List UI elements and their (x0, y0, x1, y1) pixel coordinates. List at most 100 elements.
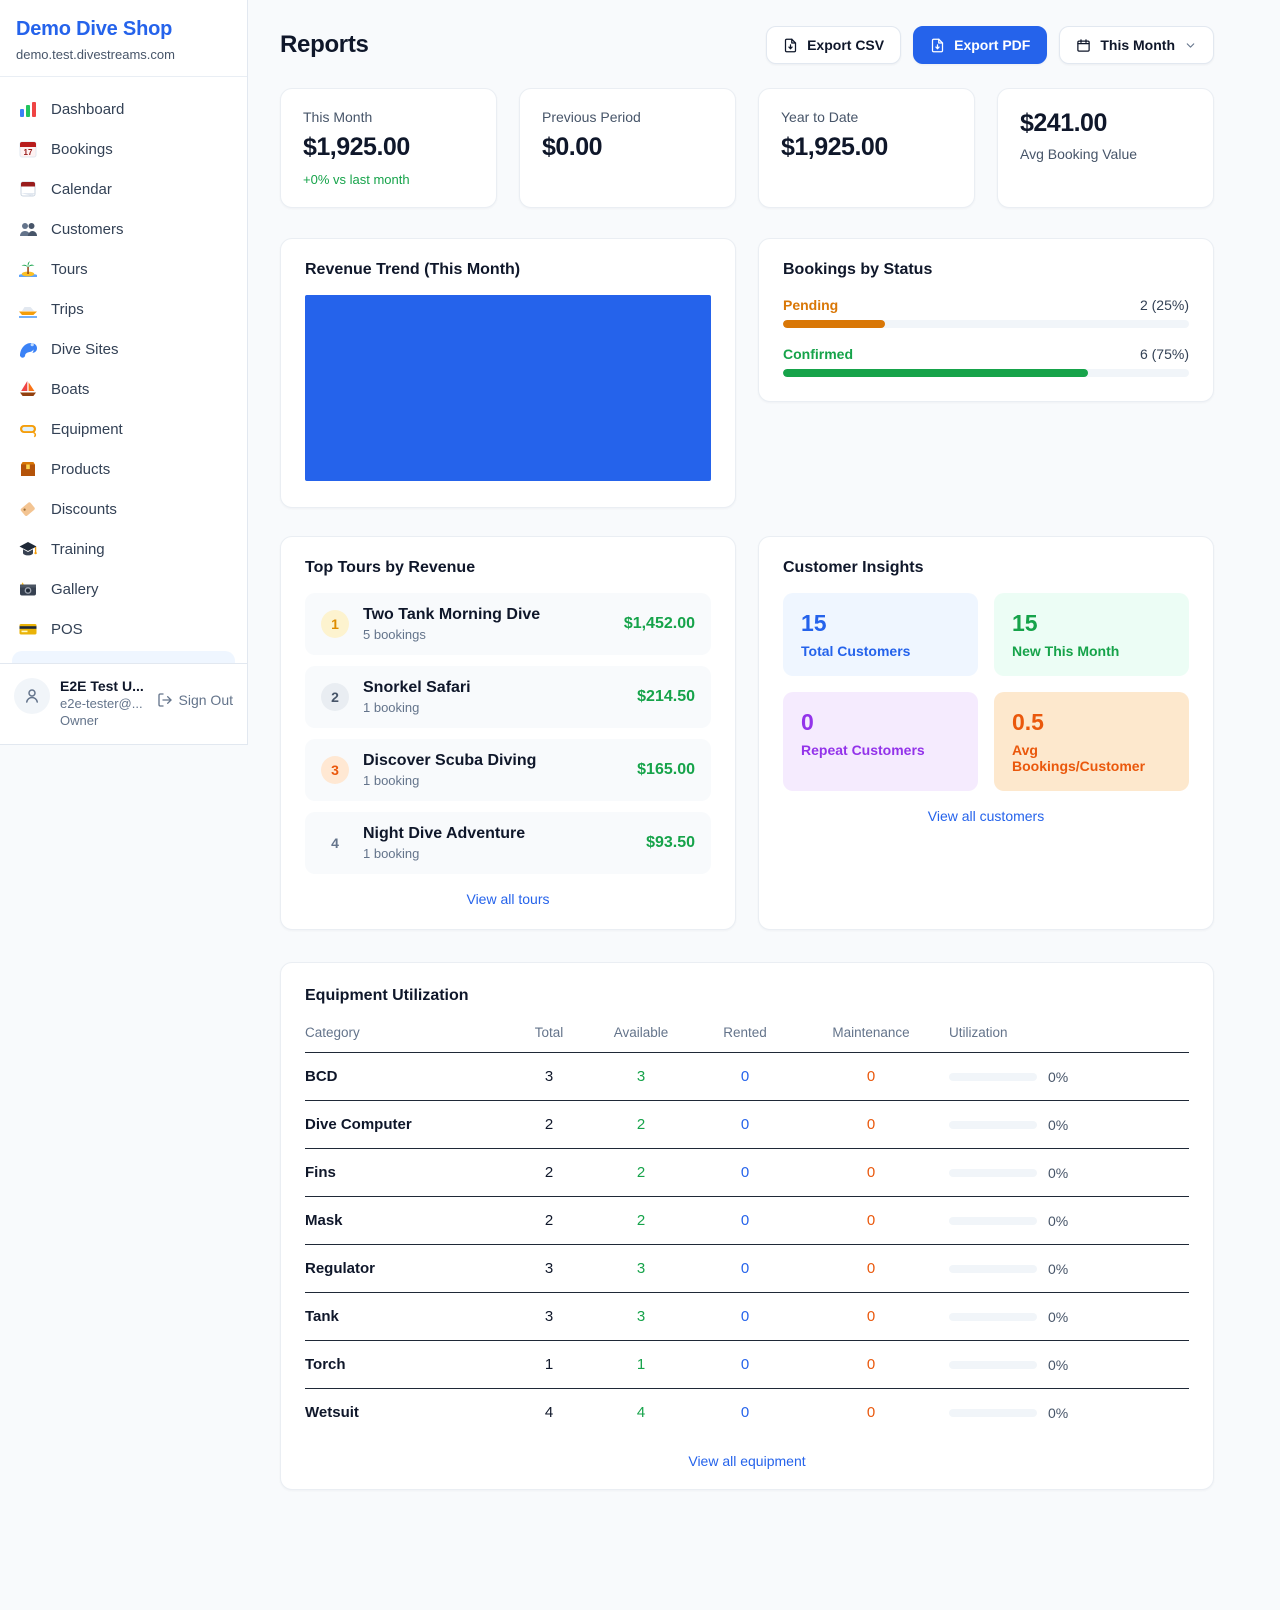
column-header: Total (534, 1025, 564, 1040)
sidebar-item-dive-sites[interactable]: Dive Sites (8, 329, 239, 369)
customers-icon (18, 219, 38, 239)
sidebar-item-label: Boats (51, 380, 90, 398)
cell-total: 3 (544, 1308, 554, 1325)
sidebar-item-label: POS (51, 620, 83, 638)
cell-rented: 0 (740, 1212, 750, 1229)
column-header: Available (613, 1025, 669, 1040)
sidebar-item-label: Gallery (51, 580, 99, 598)
sidebar-item-products[interactable]: Products (8, 449, 239, 489)
sign-out-button[interactable]: Sign Out (157, 692, 233, 708)
sidebar-item-discounts[interactable]: Discounts (8, 489, 239, 529)
sidebar: Demo Dive Shop demo.test.divestreams.com… (0, 0, 248, 745)
status-row-confirmed: Confirmed 6 (75%) (783, 346, 1189, 377)
sidebar-item-training[interactable]: Training (8, 529, 239, 569)
view-all-customers-link[interactable]: View all customers (927, 808, 1045, 824)
status-bar-fill (783, 320, 885, 328)
page-title: Reports (280, 31, 369, 58)
tile-value: 0 (801, 709, 814, 735)
tile-label: Repeat Customers (801, 742, 925, 758)
sidebar-item-calendar[interactable]: Calendar (8, 169, 239, 209)
period-dropdown[interactable]: This Month (1059, 26, 1214, 64)
cell-maintenance: 0 (866, 1212, 876, 1229)
sidebar-item-label: Calendar (51, 180, 112, 198)
discounts-icon (18, 499, 38, 519)
utilization-percent: 0% (1048, 1260, 1069, 1277)
status-count: 2 (25%) (1139, 297, 1189, 313)
boats-icon (18, 379, 38, 399)
cell-rented: 0 (740, 1116, 750, 1133)
tile-avg-bookings: 0.5 Avg Bookings/Customer (994, 692, 1189, 791)
user-email: e2e-tester@... (60, 696, 143, 711)
cell-maintenance: 0 (866, 1356, 876, 1373)
status-bar-track (783, 320, 1189, 328)
status-bar-fill (783, 369, 1088, 377)
tour-bookings: 5 bookings (363, 627, 426, 642)
list-item[interactable]: 2 Snorkel Safari 1 booking $214.50 (305, 666, 711, 728)
sidebar-item-label: Training (51, 540, 105, 558)
view-all-tours-link[interactable]: View all tours (466, 891, 550, 907)
cell-utilization: 0% (949, 1309, 1189, 1325)
cell-total: 3 (544, 1068, 554, 1085)
sidebar-item-pos[interactable]: POS (8, 609, 239, 649)
cell-category: BCD (305, 1068, 338, 1085)
bookings-by-status-card: Bookings by Status Pending 2 (25%) Confi… (758, 238, 1214, 402)
cell-utilization: 0% (949, 1405, 1189, 1421)
cell-rented: 0 (740, 1356, 750, 1373)
cell-maintenance: 0 (866, 1404, 876, 1421)
user-section: E2E Test U... e2e-tester@... Owner Sign … (0, 663, 247, 744)
tour-name: Discover Scuba Diving (363, 752, 537, 769)
brand-name: Demo Dive Shop (16, 18, 173, 40)
svg-text:17: 17 (24, 148, 33, 157)
cell-total: 3 (544, 1260, 554, 1277)
tile-new-this-month: 15 New This Month (994, 593, 1189, 676)
equipment-utilization-card: Equipment Utilization Category Total Ava… (280, 962, 1214, 1490)
sign-out-label: Sign Out (178, 692, 233, 708)
sidebar-item-reports-partial[interactable] (12, 651, 235, 663)
list-item[interactable]: 1 Two Tank Morning Dive 5 bookings $1,45… (305, 593, 711, 655)
view-all-equipment-link[interactable]: View all equipment (688, 1453, 806, 1469)
utilization-bar (949, 1072, 1037, 1081)
cell-total: 2 (544, 1116, 554, 1133)
cell-total: 2 (544, 1212, 554, 1229)
stat-card-avg-booking-value: $241.00 Avg Booking Value (997, 88, 1214, 208)
utilization-bar (949, 1216, 1037, 1225)
training-icon (18, 539, 38, 559)
cell-category: Regulator (305, 1260, 376, 1277)
person-icon (26, 689, 38, 703)
stat-label: Avg Booking Value (1020, 146, 1138, 162)
status-label: Pending (783, 297, 839, 313)
sidebar-item-gallery[interactable]: Gallery (8, 569, 239, 609)
list-item[interactable]: 4 Night Dive Adventure 1 booking $93.50 (305, 812, 711, 874)
sidebar-item-dashboard[interactable]: Dashboard (8, 89, 239, 129)
tile-value: 15 (1012, 610, 1038, 636)
utilization-bar (949, 1360, 1037, 1369)
list-item[interactable]: 3 Discover Scuba Diving 1 booking $165.0… (305, 739, 711, 801)
sidebar-item-tours[interactable]: Tours (8, 249, 239, 289)
status-label: Confirmed (783, 346, 853, 362)
export-pdf-button[interactable]: Export PDF (913, 26, 1048, 64)
export-csv-button[interactable]: Export CSV (766, 26, 902, 64)
stat-value: $0.00 (542, 133, 603, 161)
sidebar-item-boats[interactable]: Boats (8, 369, 239, 409)
sidebar-item-bookings[interactable]: 17 Bookings (8, 129, 239, 169)
tile-value: 0.5 (1012, 709, 1044, 735)
top-tours-card: Top Tours by Revenue 1 Two Tank Morning … (280, 536, 736, 930)
cell-maintenance: 0 (866, 1164, 876, 1181)
sidebar-item-label: Trips (51, 300, 84, 318)
sidebar-item-equipment[interactable]: Equipment (8, 409, 239, 449)
cell-available: 3 (636, 1068, 646, 1085)
sidebar-item-customers[interactable]: Customers (8, 209, 239, 249)
main-content: Reports Export CSV Export PDF This Month… (248, 0, 1280, 1522)
tour-name: Two Tank Morning Dive (363, 606, 541, 623)
cell-maintenance: 0 (866, 1068, 876, 1085)
utilization-bar (949, 1408, 1037, 1417)
sidebar-item-label: Dashboard (51, 100, 125, 118)
gallery-icon (18, 579, 38, 599)
sign-out-icon (157, 693, 172, 707)
file-download-icon (784, 38, 797, 52)
top-tours-title: Top Tours by Revenue (305, 559, 476, 576)
sidebar-item-trips[interactable]: Trips (8, 289, 239, 329)
cell-category: Torch (305, 1356, 346, 1373)
column-header: Maintenance (832, 1025, 910, 1040)
tour-amount: $1,452.00 (623, 615, 695, 632)
